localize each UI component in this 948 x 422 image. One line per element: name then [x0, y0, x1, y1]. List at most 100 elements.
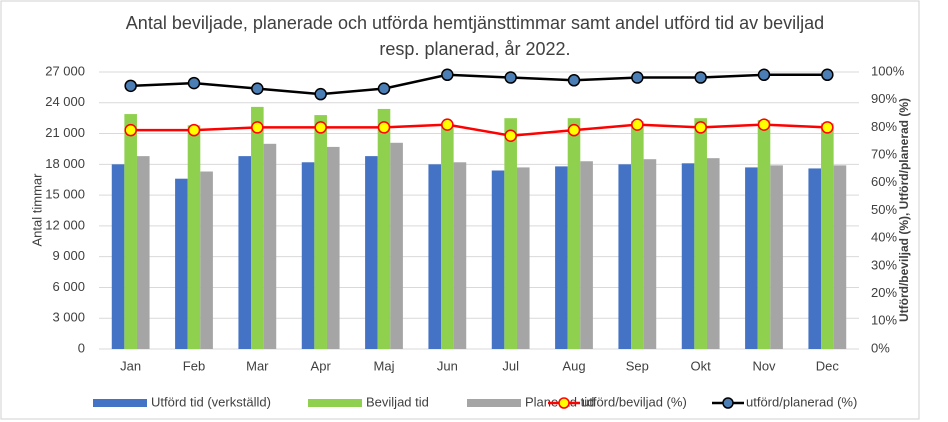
bar — [314, 115, 327, 349]
bar — [504, 118, 517, 350]
bar — [833, 165, 847, 349]
line-marker — [377, 121, 391, 134]
line-marker — [631, 118, 644, 131]
line-marker — [821, 121, 834, 134]
line-marker — [504, 71, 517, 84]
bar — [365, 156, 378, 349]
x-tick-label: Aug — [562, 358, 585, 373]
y-tick-label: 18 000 — [45, 156, 85, 171]
y-tick-label: 12 000 — [45, 217, 85, 232]
y-tick-label: 0 — [78, 340, 85, 355]
legend-swatch — [467, 399, 521, 407]
x-tick-label: Jun — [437, 358, 458, 373]
bar — [745, 167, 758, 349]
line-marker — [314, 121, 327, 134]
y2-tick-label: 20% — [871, 285, 897, 300]
y2-axis-label: Utförd/beviljad (%), Utförd/planerad (%) — [897, 98, 911, 322]
bar — [136, 156, 150, 349]
legend-marker — [722, 397, 734, 409]
y-tick-label: 3 000 — [52, 310, 85, 325]
bar — [326, 146, 340, 349]
y2-tick-label: 40% — [871, 230, 897, 245]
bar — [821, 123, 834, 349]
bar — [618, 164, 632, 349]
y2-tick-label: 50% — [871, 202, 897, 217]
bar — [428, 164, 442, 349]
x-tick-label: Nov — [752, 358, 776, 373]
x-tick-label: Apr — [311, 358, 332, 373]
legend-swatch — [308, 399, 362, 407]
bar — [808, 168, 822, 349]
line-marker — [757, 118, 771, 131]
bar — [124, 114, 137, 350]
y-tick-label: 24 000 — [45, 94, 85, 109]
line-marker — [631, 71, 644, 84]
x-tick-label: Okt — [691, 358, 712, 373]
line-marker — [694, 121, 707, 134]
bar — [631, 121, 644, 349]
y2-tick-label: 30% — [871, 257, 897, 272]
y2-tick-label: 70% — [871, 147, 897, 162]
x-tick-label: Maj — [374, 358, 395, 373]
bar — [251, 106, 264, 349]
y2-tick-label: 0% — [871, 340, 890, 355]
x-tick-label: Sep — [626, 358, 649, 373]
bar — [706, 158, 720, 349]
bar — [200, 171, 213, 349]
legend-label: utförd/beviljad (%) — [582, 394, 687, 409]
y-tick-label: 6 000 — [52, 279, 85, 294]
x-tick-label: Feb — [183, 358, 205, 373]
line-marker — [251, 82, 264, 95]
bar — [681, 163, 695, 349]
line-marker — [821, 68, 834, 82]
y2-tick-label: 90% — [871, 91, 897, 106]
bar — [643, 159, 657, 349]
bar — [453, 162, 467, 349]
line — [130, 123, 828, 137]
line-marker — [124, 123, 137, 137]
legend-label: utförd/planerad (%) — [746, 394, 857, 409]
bar — [580, 161, 593, 349]
bar — [491, 170, 505, 349]
bar — [263, 143, 277, 349]
legend-label: Beviljad tid — [366, 394, 429, 409]
line-marker — [441, 118, 454, 131]
line-marker — [187, 123, 201, 137]
line-marker — [567, 123, 581, 137]
line-marker — [314, 87, 327, 101]
y2-tick-label: 80% — [871, 119, 897, 134]
y2-tick-label: 10% — [871, 313, 897, 328]
bar — [694, 118, 707, 350]
line-marker — [124, 79, 137, 93]
bar — [187, 125, 201, 349]
x-tick-label: Dec — [816, 358, 840, 373]
x-tick-label: Jan — [120, 358, 141, 373]
line-marker — [694, 71, 707, 84]
y-tick-label: 21 000 — [45, 125, 85, 140]
line-marker — [377, 82, 391, 95]
y2-tick-label: 100% — [871, 63, 905, 78]
line — [130, 73, 828, 96]
legend-marker — [558, 397, 570, 409]
y-tick-label: 9 000 — [52, 248, 85, 263]
chart-title: Antal beviljade, planerade och utförda h… — [125, 13, 825, 59]
bar — [567, 118, 581, 350]
bar — [111, 164, 125, 349]
line-marker — [567, 74, 581, 87]
legend-swatch — [93, 399, 147, 407]
bar — [238, 156, 252, 349]
line-marker — [187, 76, 201, 90]
bar — [516, 167, 530, 349]
bar — [770, 165, 783, 349]
bar — [377, 108, 391, 349]
y2-tick-label: 60% — [871, 174, 897, 189]
bar — [390, 142, 403, 349]
legend-label: Utförd tid (verkställd) — [151, 394, 271, 409]
bar — [175, 178, 188, 349]
x-tick-label: Jul — [502, 358, 519, 373]
line-marker — [504, 129, 517, 142]
y-tick-label: 15 000 — [45, 187, 85, 202]
x-tick-label: Mar — [246, 358, 269, 373]
bar — [555, 166, 568, 349]
